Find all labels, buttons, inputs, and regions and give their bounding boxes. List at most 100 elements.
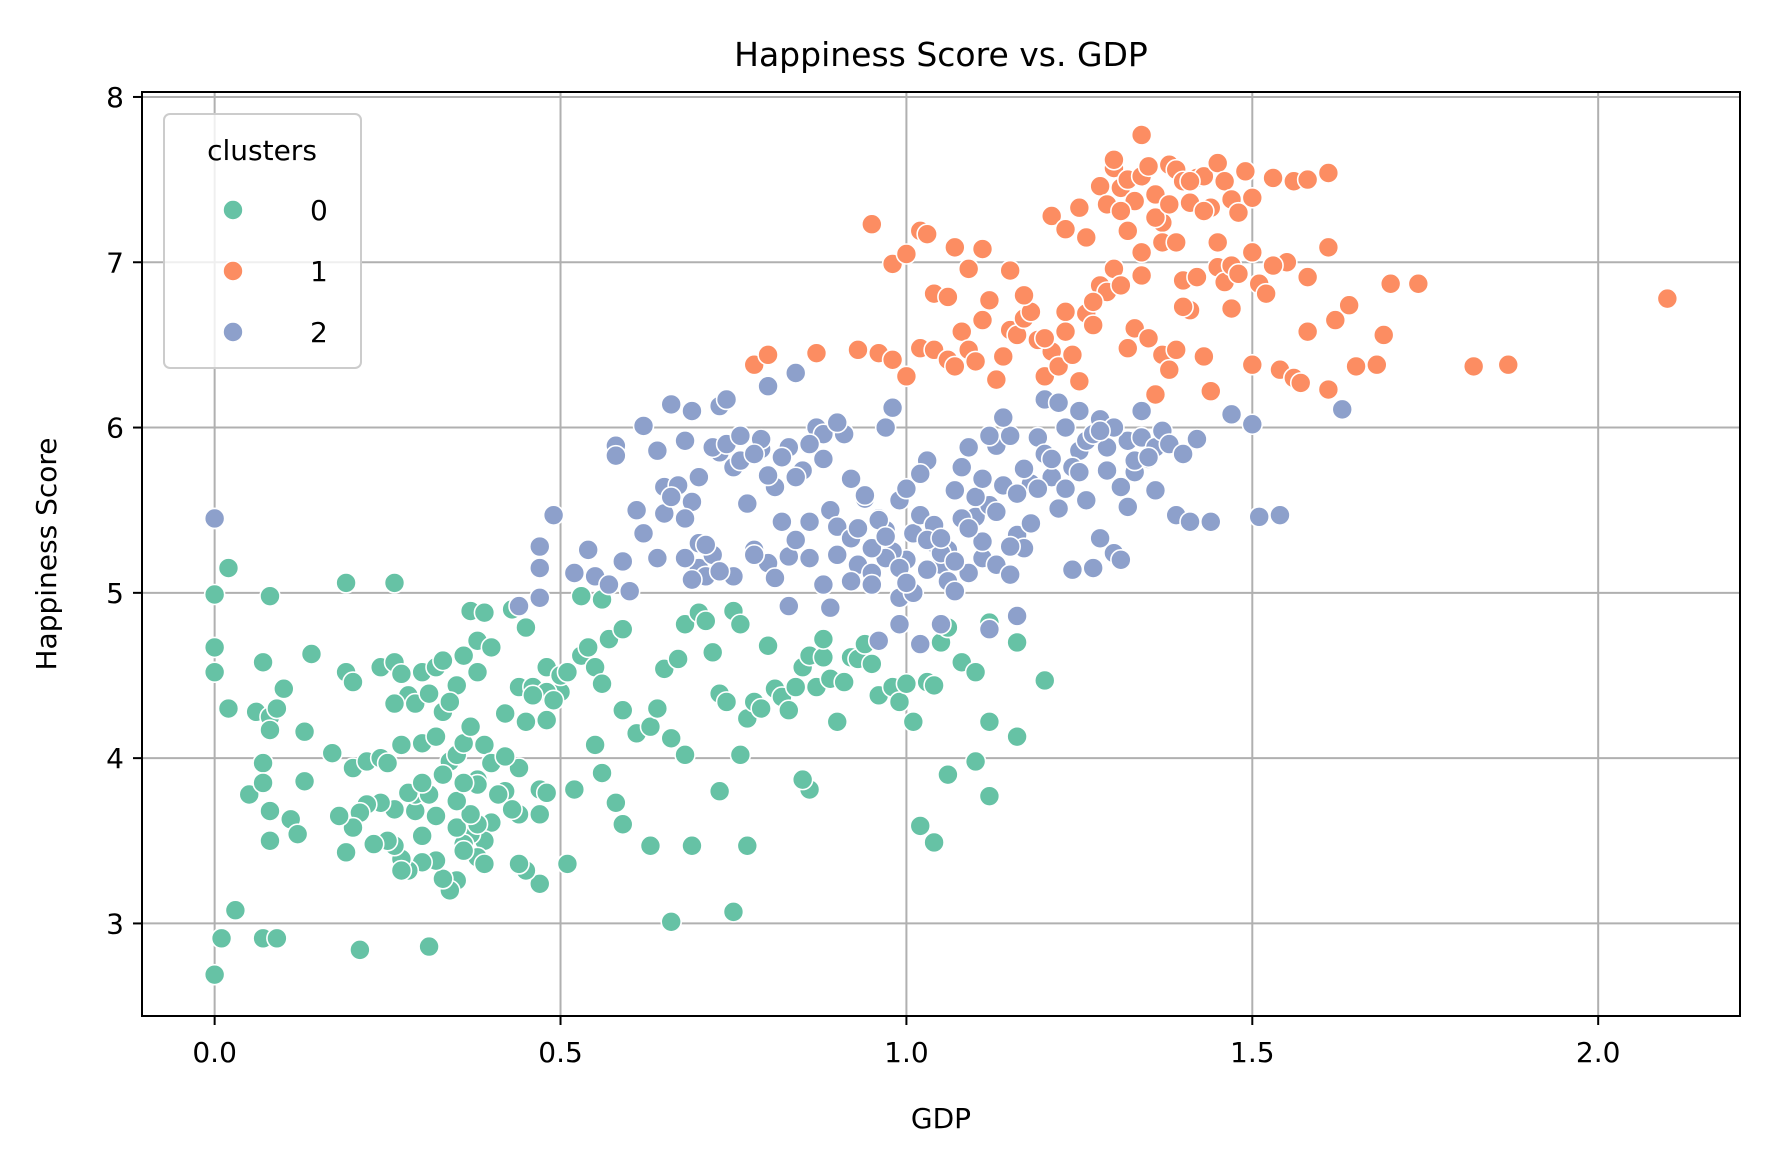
- data-point: [1082, 557, 1104, 579]
- data-point: [930, 613, 952, 636]
- data-point: [542, 689, 565, 712]
- data-point: [992, 345, 1015, 368]
- data-point: [674, 547, 696, 569]
- data-point: [494, 745, 516, 768]
- data-point: [1144, 479, 1167, 502]
- data-point: [611, 550, 634, 573]
- data-point: [847, 339, 869, 361]
- data-point: [736, 492, 759, 515]
- data-point: [1241, 353, 1264, 376]
- points-layer: [203, 124, 1679, 986]
- data-point: [1047, 391, 1070, 414]
- data-point: [971, 309, 994, 331]
- data-point: [528, 803, 551, 826]
- data-point: [895, 572, 918, 594]
- data-point: [1407, 272, 1430, 295]
- data-point: [840, 570, 862, 593]
- data-point: [861, 213, 883, 236]
- data-point: [736, 834, 759, 857]
- data-point: [957, 562, 980, 584]
- data-point: [957, 258, 980, 280]
- data-point: [1372, 324, 1395, 346]
- data-point: [874, 525, 897, 548]
- data-point: [1248, 506, 1271, 528]
- data-point: [1206, 231, 1229, 254]
- series-0-points: [203, 507, 1056, 986]
- data-point: [1033, 327, 1056, 350]
- data-point: [293, 720, 316, 743]
- data-point: [757, 375, 779, 398]
- data-point: [452, 839, 475, 862]
- data-point: [376, 752, 399, 774]
- data-point: [937, 286, 959, 308]
- data-point: [605, 444, 627, 467]
- data-point: [874, 416, 897, 439]
- data-point: [1075, 226, 1098, 249]
- data-point: [826, 411, 849, 434]
- x-axis-label: GDP: [911, 1102, 971, 1135]
- data-point: [1213, 170, 1236, 193]
- data-point: [1289, 372, 1312, 394]
- data-point: [445, 790, 468, 812]
- data-point: [1317, 162, 1340, 184]
- data-point: [1241, 413, 1264, 436]
- data-point: [722, 901, 745, 923]
- data-point: [591, 762, 613, 784]
- chart-title: Happiness Score vs. GDP: [734, 35, 1148, 74]
- data-point: [812, 646, 835, 669]
- data-point: [771, 446, 793, 469]
- legend-title: clusters: [207, 134, 317, 167]
- data-point: [273, 677, 295, 700]
- data-point: [473, 601, 496, 624]
- y-tick-label: 5: [106, 577, 124, 610]
- data-point: [798, 547, 821, 569]
- data-point: [729, 613, 752, 636]
- data-point: [383, 572, 406, 594]
- data-point: [252, 752, 274, 774]
- data-point: [784, 362, 807, 384]
- data-point: [1020, 512, 1042, 535]
- data-point: [501, 798, 523, 821]
- data-point: [681, 834, 703, 857]
- data-point: [729, 744, 752, 766]
- data-point: [791, 768, 814, 791]
- data-point: [515, 616, 537, 639]
- data-point: [425, 805, 447, 827]
- data-point: [895, 672, 918, 695]
- data-point: [674, 744, 696, 766]
- data-point: [639, 834, 662, 857]
- data-point: [812, 448, 835, 470]
- data-point: [1040, 448, 1063, 470]
- data-point: [459, 715, 482, 738]
- data-point: [1206, 152, 1229, 174]
- data-point: [715, 388, 738, 411]
- data-point: [217, 557, 240, 579]
- data-point: [459, 803, 482, 826]
- data-point: [999, 259, 1021, 282]
- data-point: [1234, 160, 1257, 183]
- data-point: [992, 406, 1015, 429]
- data-point: [598, 573, 620, 596]
- data-point: [473, 734, 496, 756]
- data-point: [978, 710, 1001, 733]
- data-point: [750, 697, 772, 720]
- data-point: [888, 613, 911, 636]
- data-point: [1054, 218, 1077, 240]
- data-point: [1054, 301, 1077, 323]
- data-point: [1193, 200, 1215, 222]
- data-point: [1241, 186, 1264, 209]
- data-point: [895, 243, 918, 265]
- data-point: [605, 791, 627, 814]
- data-point: [694, 610, 717, 632]
- data-point: [1110, 548, 1132, 571]
- data-point: [944, 236, 966, 259]
- data-point: [1193, 345, 1215, 368]
- data-point: [1331, 398, 1354, 421]
- data-point: [681, 568, 703, 591]
- data-point: [826, 515, 849, 538]
- data-point: [411, 825, 433, 847]
- data-point: [1096, 459, 1118, 482]
- data-point: [577, 539, 599, 561]
- data-point: [1144, 383, 1167, 406]
- data-point: [224, 899, 247, 922]
